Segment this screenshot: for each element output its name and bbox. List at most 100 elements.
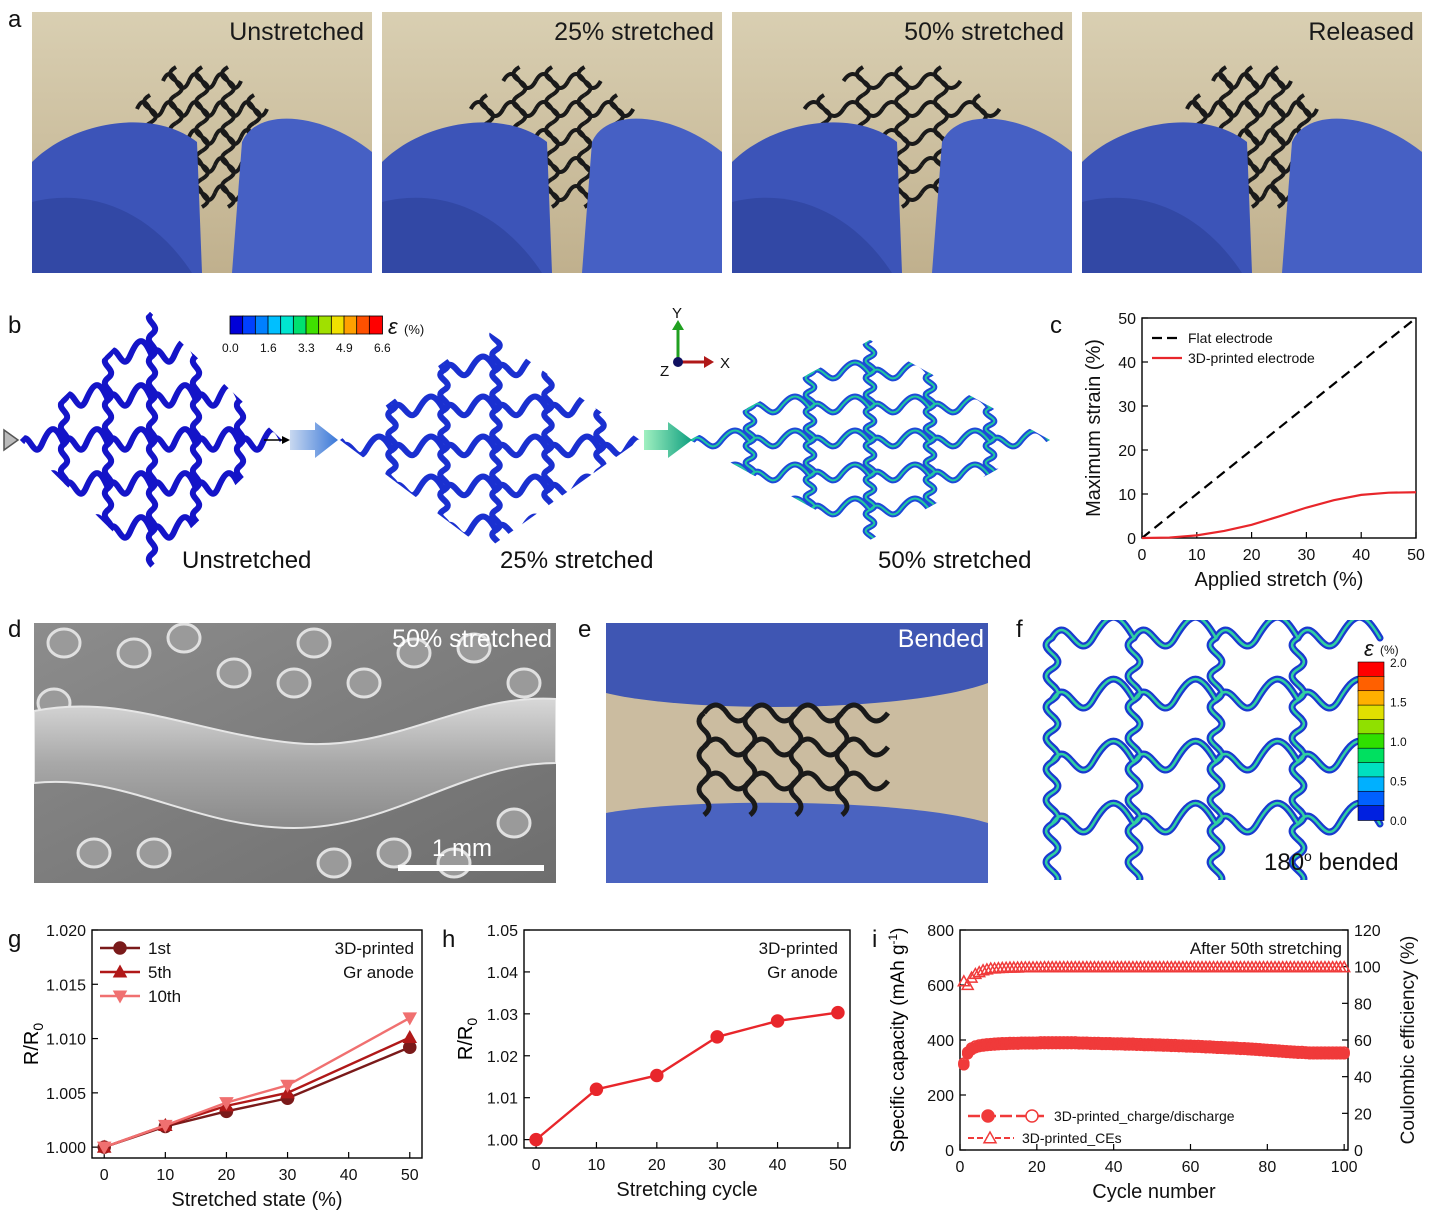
data-point [982, 1130, 998, 1144]
colorbar-symbol: ε [388, 314, 398, 339]
photo-caption: 50% stretched [904, 18, 1064, 46]
x-axis-label: Applied stretch (%) [1195, 569, 1364, 591]
data-point [1338, 1046, 1350, 1058]
data-point [280, 1079, 295, 1093]
x-tick-label: 10 [588, 1157, 606, 1174]
y-tick-label: 1.02 [487, 1049, 518, 1066]
sem-pit [166, 623, 202, 654]
chart-resistance-stretch: 0 10 20 30 40 50 1.000 1.005 1.010 1.015 1.020 Stre… [21, 923, 423, 1210]
series-line [1141, 317, 1417, 539]
sem-pit [136, 837, 172, 869]
y2-tick-label: 20 [1354, 1106, 1372, 1123]
lattice [20, 312, 282, 568]
y-tick-label: 1.05 [487, 923, 518, 940]
colorbar-unit: (%) [404, 322, 424, 337]
axis-x-label: X [720, 355, 730, 372]
photo-drawing [1082, 12, 1422, 273]
x-tick-label: 50 [829, 1157, 847, 1174]
sem-caption: 50% stretched [392, 625, 552, 653]
lattice [1042, 620, 1384, 880]
sem-pit [296, 627, 332, 659]
y2-tick-label: 100 [1354, 960, 1381, 977]
sem-pit [496, 807, 532, 839]
x-tick-label: 40 [1352, 547, 1370, 564]
y-tick-label: 50 [1118, 311, 1136, 328]
y2-tick-label: 40 [1354, 1070, 1372, 1087]
y-tick-label: 400 [927, 1033, 954, 1050]
state-label: 50% stretched [878, 547, 1031, 574]
data-point [1337, 960, 1351, 973]
y-tick-label: 20 [1118, 443, 1136, 460]
series-line [103, 1016, 411, 1149]
x-tick-label: 60 [1182, 1159, 1200, 1176]
colorbar-tick: 2.0 [1390, 656, 1407, 670]
y-tick-label: 1.04 [487, 965, 518, 982]
y2-tick-label: 0 [1354, 1143, 1363, 1160]
y-tick-label: 1.03 [487, 1007, 518, 1024]
y-axis-label: R/R0 [455, 1018, 480, 1060]
y-tick-label: 1.000 [46, 1140, 86, 1157]
x-axis-label: Cycle number [1092, 1181, 1216, 1203]
legend-label: 3D-printed electrode [1188, 350, 1315, 366]
legend-label: Flat electrode [1188, 330, 1273, 346]
colorbar-tick: 0.5 [1390, 775, 1407, 789]
series-line [1141, 491, 1417, 540]
data-point [650, 1068, 664, 1083]
annotation: Gr anode [343, 963, 414, 982]
colorbar-tick: 0.0 [1390, 814, 1407, 828]
y2-axis-label: Coulombic efficiency (%) [1398, 936, 1419, 1145]
data-point [112, 964, 128, 978]
y-tick-label: 200 [927, 1088, 954, 1105]
y-tick-label: 40 [1118, 355, 1136, 372]
panel-letter-c: c [1050, 312, 1062, 339]
x-tick-label: 20 [1028, 1159, 1046, 1176]
colorbar-tick: 4.9 [336, 341, 353, 355]
data-point [981, 1109, 995, 1123]
chart-resistance-cycle: 0 10 20 30 40 50 1.00 1.01 1.02 1.03 1.04 1.05 Stret… [455, 923, 851, 1201]
legend-label: 10th [148, 987, 181, 1006]
sem-image: 50% stretched 1 mm [34, 623, 556, 883]
photo-3: 50% stretched [732, 12, 1072, 273]
panel-letter-a: a [8, 6, 22, 33]
colorbar-tick: 1.6 [260, 341, 277, 355]
bend-colorbar [1357, 661, 1385, 821]
panel-letter-i: i [872, 926, 878, 953]
photo-drawing [382, 12, 722, 273]
sem-pit [506, 667, 542, 699]
data-point [96, 1141, 112, 1155]
data-point [158, 1119, 173, 1133]
y2-tick-label: 60 [1354, 1033, 1372, 1050]
photo-caption: Released [1308, 18, 1414, 46]
colorbar-symbol: ε [1364, 636, 1374, 661]
state-label: 25% stretched [500, 547, 653, 574]
colorbar-tick: 1.0 [1390, 735, 1407, 749]
strain-simulation-figure: Unstretched 25% stretched 50% stretched 0.0… [3, 305, 1050, 574]
sem-pit [276, 667, 312, 699]
sem-pit [116, 637, 152, 669]
x-tick-label: 30 [708, 1157, 726, 1174]
x-tick-label: 10 [1188, 547, 1206, 564]
y-tick-label: 800 [927, 923, 954, 940]
y-tick-label: 10 [1118, 487, 1136, 504]
sem-pit [456, 632, 492, 664]
data-point [960, 977, 975, 991]
data-point [710, 1030, 724, 1044]
x-tick-label: 80 [1258, 1159, 1276, 1176]
x-tick-label: 20 [648, 1157, 666, 1174]
y-tick-label: 0 [945, 1143, 954, 1160]
lattice-sample [1185, 65, 1319, 209]
legend-label: 1st [148, 939, 171, 958]
sem-pit [46, 627, 82, 659]
x-tick-label: 40 [340, 1167, 358, 1184]
y-tick-label: 0 [1127, 531, 1136, 548]
data-point [589, 1082, 604, 1097]
annotation: Gr anode [767, 963, 838, 982]
data-point [402, 1012, 418, 1026]
data-point [1025, 1109, 1039, 1123]
x-tick-label: 10 [156, 1167, 174, 1184]
photo-drawing [32, 12, 372, 273]
y-axis-label: Maximum strain (%) [1083, 339, 1105, 517]
colorbar-tick: 0.0 [222, 341, 239, 355]
series-line [535, 1011, 839, 1141]
